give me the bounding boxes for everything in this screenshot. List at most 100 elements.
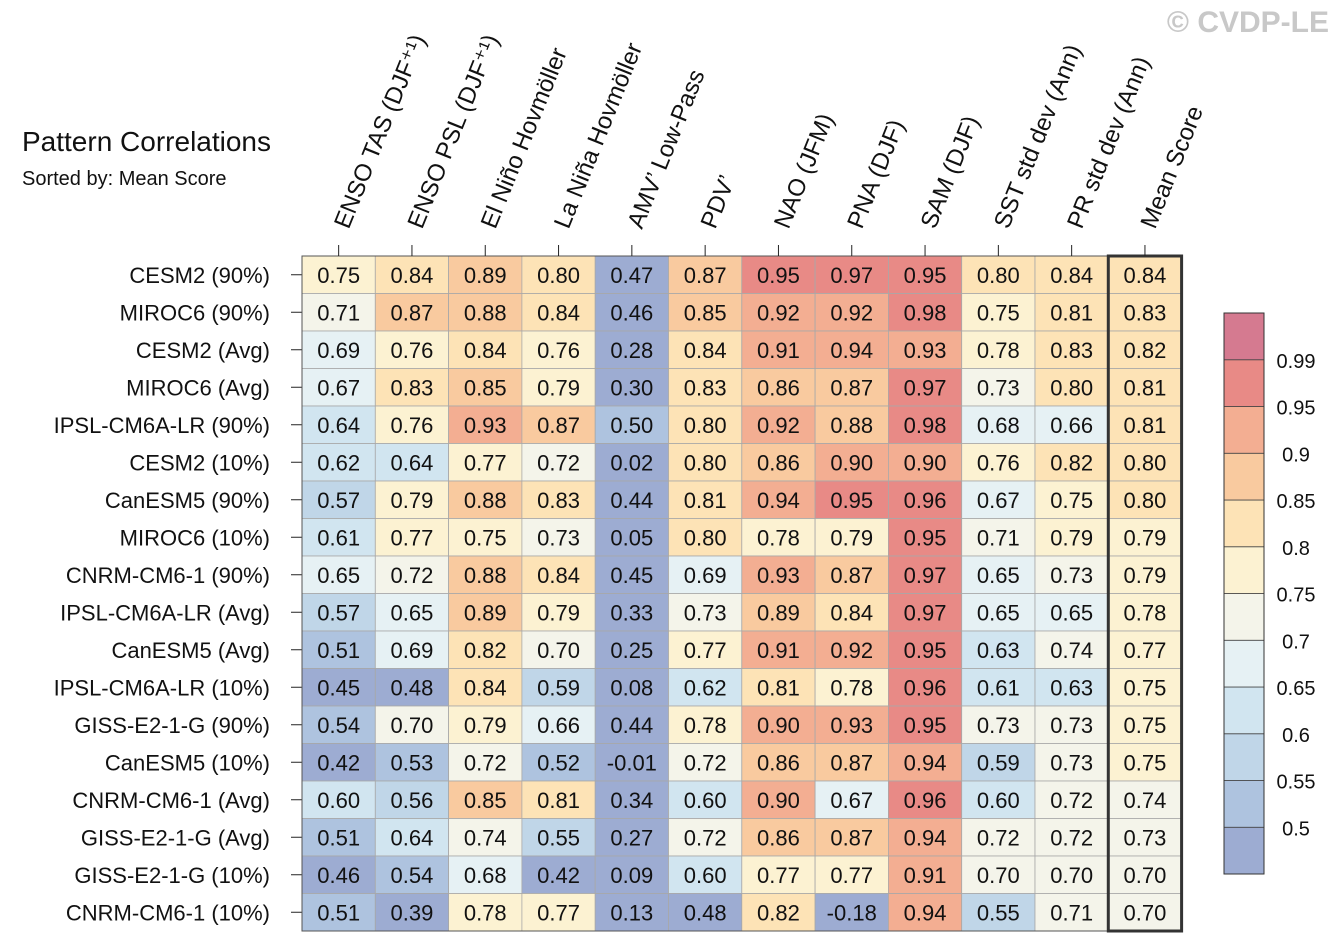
cell-value: 0.63 (1050, 675, 1093, 700)
heatmap-cell (741, 518, 816, 557)
heatmap-cell (521, 593, 596, 632)
cell-value: 0.75 (464, 525, 507, 550)
colorbar-tick-label: 0.9 (1282, 444, 1310, 466)
heatmap-cell (301, 743, 376, 782)
cell-value: 0.81 (1124, 375, 1167, 400)
heatmap-cell (888, 743, 963, 782)
cell-value: 0.42 (537, 863, 580, 888)
cell-value: 0.51 (317, 638, 360, 663)
cell-value: 0.73 (1050, 750, 1093, 775)
row-label: GISS-E2-1-G (Avg) (81, 825, 270, 850)
heatmap-cell (814, 780, 889, 819)
heatmap-cell (814, 630, 889, 669)
colorbar-tick-label: 0.65 (1277, 678, 1316, 700)
cell-value: 0.88 (464, 488, 507, 513)
cell-value: 0.86 (757, 750, 800, 775)
cell-value: 0.72 (391, 563, 434, 588)
cell-value: 0.54 (317, 713, 360, 738)
cell-value: 0.98 (904, 300, 947, 325)
cell-value: 0.94 (830, 338, 873, 363)
heatmap-cell (594, 330, 669, 369)
cell-value: 0.95 (904, 525, 947, 550)
heatmap-cell (374, 818, 449, 857)
cell-value: 0.72 (684, 825, 727, 850)
cell-value: 0.95 (757, 263, 800, 288)
heatmap-cell (521, 893, 596, 932)
heatmap-cell (1034, 630, 1109, 669)
cell-value: 0.79 (464, 713, 507, 738)
heatmap-cell (814, 555, 889, 594)
heatmap-cell (814, 330, 889, 369)
row-label: MIROC6 (10%) (120, 525, 270, 550)
cell-value: 0.83 (537, 488, 580, 513)
cell-value: 0.82 (1050, 450, 1093, 475)
heatmap-cell (301, 555, 376, 594)
heatmap-cell (961, 818, 1036, 857)
cell-value: 0.72 (537, 450, 580, 475)
heatmap-cell (448, 780, 523, 819)
cell-value: 0.83 (684, 375, 727, 400)
cell-value: 0.59 (537, 675, 580, 700)
cell-value: 0.90 (904, 450, 947, 475)
heatmap-cell (888, 855, 963, 894)
heatmap-cell (301, 668, 376, 707)
cell-value: 0.45 (317, 675, 360, 700)
watermark: © CVDP-LE (1166, 6, 1329, 39)
heatmap-cell (741, 330, 816, 369)
cell-value: 0.75 (317, 263, 360, 288)
colorbar-segment (1223, 826, 1265, 875)
cell-value: 0.95 (904, 638, 947, 663)
heatmap-cell (741, 893, 816, 932)
heatmap-cell (741, 593, 816, 632)
column-label: NAO (JFM) (769, 110, 839, 233)
cell-value: 0.80 (1124, 488, 1167, 513)
cell-value: 0.65 (977, 600, 1020, 625)
cell-value: 0.13 (610, 900, 653, 925)
heatmap-cell (374, 555, 449, 594)
cell-value: 0.65 (391, 600, 434, 625)
colorbar-segment (1223, 312, 1265, 361)
heatmap-cell (888, 780, 963, 819)
heatmap-cell (448, 743, 523, 782)
cell-value: 0.39 (391, 900, 434, 925)
cell-value: 0.79 (1050, 525, 1093, 550)
cell-value: 0.81 (537, 788, 580, 813)
cell-value: 0.83 (1050, 338, 1093, 363)
cell-value: 0.93 (464, 413, 507, 438)
cell-value: 0.87 (830, 825, 873, 850)
heatmap-cell (1034, 443, 1109, 482)
heatmap-cell (448, 818, 523, 857)
cell-value: 0.80 (1124, 450, 1167, 475)
cell-value: 0.82 (757, 900, 800, 925)
cell-value: 0.02 (610, 450, 653, 475)
row-label: CESM2 (90%) (129, 263, 270, 288)
heatmap-cell (374, 518, 449, 557)
cell-value: 0.28 (610, 338, 653, 363)
cell-value: 0.86 (757, 825, 800, 850)
row-label: IPSL-CM6A-LR (Avg) (60, 600, 270, 625)
colorbar-tick-label: 0.55 (1277, 772, 1316, 794)
colorbar-tick-label: 0.95 (1277, 398, 1316, 420)
cell-value: 0.78 (684, 713, 727, 738)
cell-value: 0.69 (317, 338, 360, 363)
heatmap-cell (374, 780, 449, 819)
cell-value: 0.61 (317, 525, 360, 550)
heatmap-cell (961, 330, 1036, 369)
heatmap-cell (668, 780, 743, 819)
column-label: PNA (DJF) (842, 116, 910, 232)
heatmap-cell (668, 705, 743, 744)
cell-value: 0.89 (757, 600, 800, 625)
cell-value: 0.91 (904, 863, 947, 888)
heatmap-cell (668, 630, 743, 669)
heatmap-cell (1107, 368, 1183, 407)
cell-value: 0.86 (757, 450, 800, 475)
cell-value: 0.83 (1124, 300, 1167, 325)
heatmap-cell (1107, 593, 1183, 632)
cell-value: 0.48 (391, 675, 434, 700)
cell-value: 0.72 (977, 825, 1020, 850)
heatmap-cell (961, 780, 1036, 819)
heatmap-cell (301, 855, 376, 894)
cell-value: 0.79 (830, 525, 873, 550)
heatmap-cell (888, 630, 963, 669)
cell-value: 0.97 (904, 375, 947, 400)
